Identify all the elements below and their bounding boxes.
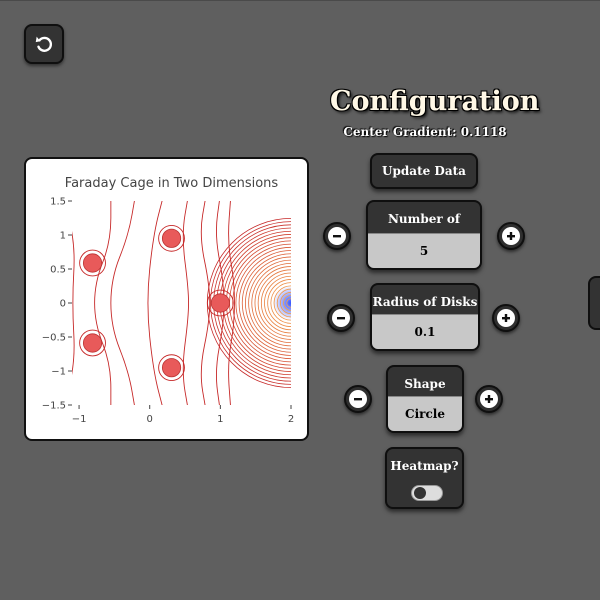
heatmap-toggle-knob bbox=[414, 487, 426, 499]
x-tick-label: 1 bbox=[217, 414, 223, 425]
contour-line bbox=[276, 288, 291, 318]
radius-of-disks-label: Radius of Disks bbox=[372, 295, 478, 309]
radius-decrement-button[interactable] bbox=[327, 304, 355, 332]
number-of-disks-label: Number of Disks bbox=[387, 212, 461, 260]
minus-icon bbox=[337, 317, 345, 320]
contour-line bbox=[216, 227, 291, 379]
x-tick-label: 2 bbox=[288, 414, 294, 425]
contour-line bbox=[225, 237, 291, 369]
contour-line bbox=[147, 201, 163, 405]
heatmap-control: Heatmap? bbox=[385, 447, 464, 509]
y-tick-label: −0.5 bbox=[42, 333, 66, 344]
faraday-plot-card: Faraday Cage in Two Dimensions −1 0 1 2 1.5 1 0… bbox=[24, 157, 309, 441]
contour-line bbox=[241, 253, 291, 353]
conducting-disk bbox=[210, 293, 230, 313]
conducting-disk bbox=[161, 358, 182, 378]
contour-line bbox=[286, 298, 291, 308]
contour-line bbox=[72, 230, 75, 376]
disks-increment-button[interactable] bbox=[497, 222, 525, 250]
contour-line bbox=[110, 201, 135, 405]
heatmap-toggle[interactable] bbox=[411, 485, 443, 501]
x-tick-label: −1 bbox=[72, 414, 87, 425]
update-data-label: Update Data bbox=[382, 164, 466, 178]
radius-increment-button[interactable] bbox=[492, 304, 520, 332]
minus-icon bbox=[354, 398, 362, 401]
shape-control: Shape Circle bbox=[386, 365, 464, 433]
y-tick-label: −1.5 bbox=[42, 401, 66, 412]
contour-line bbox=[245, 256, 291, 350]
x-tick-label: 0 bbox=[147, 414, 153, 425]
conducting-disk bbox=[82, 333, 103, 353]
shape-value: Circle bbox=[388, 396, 462, 431]
contour-line bbox=[270, 282, 291, 324]
contour-line bbox=[228, 201, 235, 405]
contour-group bbox=[72, 201, 291, 405]
y-tick-label: −1 bbox=[51, 367, 66, 378]
field-source-glow bbox=[273, 286, 291, 320]
contour-line bbox=[235, 246, 291, 360]
disk-contour-ring bbox=[206, 289, 234, 317]
side-panel-tab[interactable] bbox=[588, 276, 600, 330]
y-tick-label: 0 bbox=[60, 299, 66, 310]
contour-line bbox=[254, 266, 291, 340]
chart-title: Faraday Cage in Two Dimensions bbox=[65, 176, 279, 191]
conducting-disk bbox=[161, 228, 182, 248]
conducting-disk bbox=[82, 253, 103, 273]
config-title: Configuration bbox=[330, 86, 540, 117]
contour-line bbox=[280, 291, 291, 315]
disk-contour-ring bbox=[158, 354, 185, 382]
minus-icon bbox=[333, 235, 341, 238]
contour-line bbox=[273, 285, 291, 321]
contour-line bbox=[267, 279, 291, 327]
contour-line bbox=[232, 243, 291, 363]
y-tick-label: 1 bbox=[60, 231, 66, 242]
shape-previous-button[interactable] bbox=[344, 385, 372, 413]
heatmap-label: Heatmap? bbox=[390, 459, 459, 473]
number-of-disks-value: 5 bbox=[368, 233, 480, 268]
center-gradient-label: Center Gradient: 0.1118 bbox=[343, 125, 507, 139]
shape-next-button[interactable] bbox=[475, 385, 503, 413]
disks-decrement-button[interactable] bbox=[323, 222, 351, 250]
contour-line bbox=[210, 221, 291, 385]
contour-line bbox=[200, 201, 211, 405]
disk-contour-ring bbox=[79, 249, 106, 277]
back-button[interactable] bbox=[24, 24, 64, 64]
radius-of-disks-control: Radius of Disks 0.1 bbox=[370, 283, 480, 351]
contour-line bbox=[257, 269, 291, 337]
update-data-button[interactable]: Update Data bbox=[370, 153, 478, 189]
frame-top-line bbox=[0, 0, 600, 1]
contour-line bbox=[264, 275, 291, 331]
contour-line bbox=[283, 295, 291, 311]
contour-line bbox=[248, 259, 291, 347]
y-tick-label: 0.5 bbox=[50, 265, 66, 276]
number-of-disks-control: Number of Disks 5 bbox=[366, 200, 482, 270]
y-tick-label: 1.5 bbox=[50, 197, 66, 208]
contour-line bbox=[251, 262, 291, 344]
plus-icon bbox=[507, 232, 515, 240]
faraday-cage-chart[interactable]: Faraday Cage in Two Dimensions −1 0 1 2 1.5 1 0… bbox=[26, 159, 307, 439]
shape-label: Shape bbox=[404, 377, 446, 391]
radius-of-disks-value: 0.1 bbox=[372, 314, 478, 349]
contour-line bbox=[260, 272, 291, 334]
contour-line bbox=[182, 201, 190, 405]
disk-contour-ring bbox=[79, 329, 106, 357]
contour-line bbox=[238, 250, 291, 356]
contour-line bbox=[94, 201, 112, 405]
disk-contour-ring bbox=[158, 224, 185, 252]
plus-icon bbox=[485, 395, 493, 403]
undo-arrow-icon bbox=[35, 36, 52, 52]
plus-icon bbox=[502, 314, 510, 322]
